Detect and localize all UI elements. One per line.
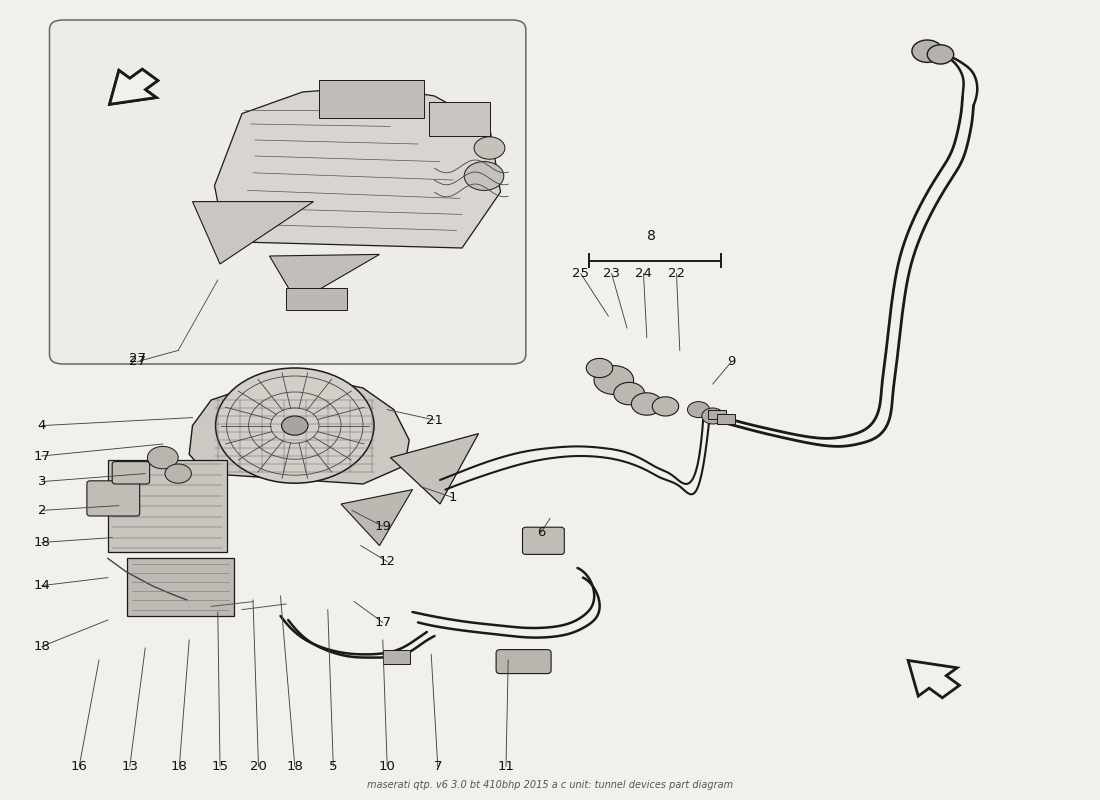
Text: 17: 17	[374, 616, 392, 629]
Bar	[126, 558, 234, 616]
Bar	[708, 410, 726, 419]
Circle shape	[631, 393, 662, 415]
Text: 15: 15	[211, 760, 229, 773]
Polygon shape	[192, 202, 314, 264]
Text: 18: 18	[286, 760, 304, 773]
Text: 24: 24	[635, 267, 652, 280]
Circle shape	[927, 45, 954, 64]
Circle shape	[147, 446, 178, 469]
Bar	[319, 80, 424, 118]
Text: 9: 9	[727, 355, 736, 368]
Text: 5: 5	[329, 760, 338, 773]
Text: 10: 10	[378, 760, 396, 773]
Circle shape	[216, 368, 374, 483]
Circle shape	[474, 137, 505, 159]
Text: 14: 14	[33, 579, 51, 592]
Text: 4: 4	[37, 419, 46, 432]
Circle shape	[614, 382, 645, 405]
Polygon shape	[390, 434, 478, 504]
Text: 3: 3	[37, 475, 46, 488]
FancyBboxPatch shape	[87, 481, 140, 516]
Text: 18: 18	[170, 760, 188, 773]
Polygon shape	[909, 661, 959, 698]
Circle shape	[282, 416, 308, 435]
Circle shape	[912, 40, 943, 62]
Bar	[108, 460, 227, 552]
Text: maserati qtp. v6 3.0 bt 410bhp 2015 a c unit: tunnel devices part diagram: maserati qtp. v6 3.0 bt 410bhp 2015 a c …	[367, 781, 733, 790]
Circle shape	[702, 408, 724, 424]
Text: 22: 22	[668, 267, 685, 280]
Text: 23: 23	[603, 267, 620, 280]
Text: 11: 11	[497, 760, 515, 773]
FancyBboxPatch shape	[496, 650, 551, 674]
Text: 16: 16	[70, 760, 88, 773]
Text: 2: 2	[37, 504, 46, 517]
Text: 17: 17	[33, 450, 51, 462]
Text: 19: 19	[374, 520, 392, 533]
Text: 1: 1	[449, 491, 458, 504]
Circle shape	[688, 402, 710, 418]
FancyBboxPatch shape	[112, 462, 150, 484]
Circle shape	[652, 397, 679, 416]
Text: 12: 12	[378, 555, 396, 568]
Text: 20: 20	[250, 760, 267, 773]
Bar	[717, 414, 735, 424]
Bar	[383, 650, 410, 664]
Polygon shape	[110, 70, 157, 104]
Text: 18: 18	[33, 640, 51, 653]
Text: 13: 13	[121, 760, 139, 773]
Text: 6: 6	[537, 526, 546, 538]
FancyBboxPatch shape	[50, 20, 526, 364]
Bar	[429, 102, 490, 136]
Bar	[286, 288, 346, 310]
Circle shape	[586, 358, 613, 378]
Text: 25: 25	[572, 267, 590, 280]
Text: 18: 18	[33, 536, 51, 549]
Polygon shape	[341, 490, 412, 546]
Text: 7: 7	[433, 760, 442, 773]
Circle shape	[464, 162, 504, 190]
Circle shape	[594, 366, 634, 394]
Polygon shape	[270, 254, 380, 302]
Circle shape	[165, 464, 191, 483]
Polygon shape	[214, 86, 500, 248]
Text: 8: 8	[647, 229, 656, 243]
Polygon shape	[189, 378, 409, 484]
Text: 21: 21	[426, 414, 443, 426]
Polygon shape	[110, 70, 157, 104]
Text: 27: 27	[129, 355, 146, 368]
Text: 27: 27	[129, 352, 146, 365]
FancyBboxPatch shape	[522, 527, 564, 554]
